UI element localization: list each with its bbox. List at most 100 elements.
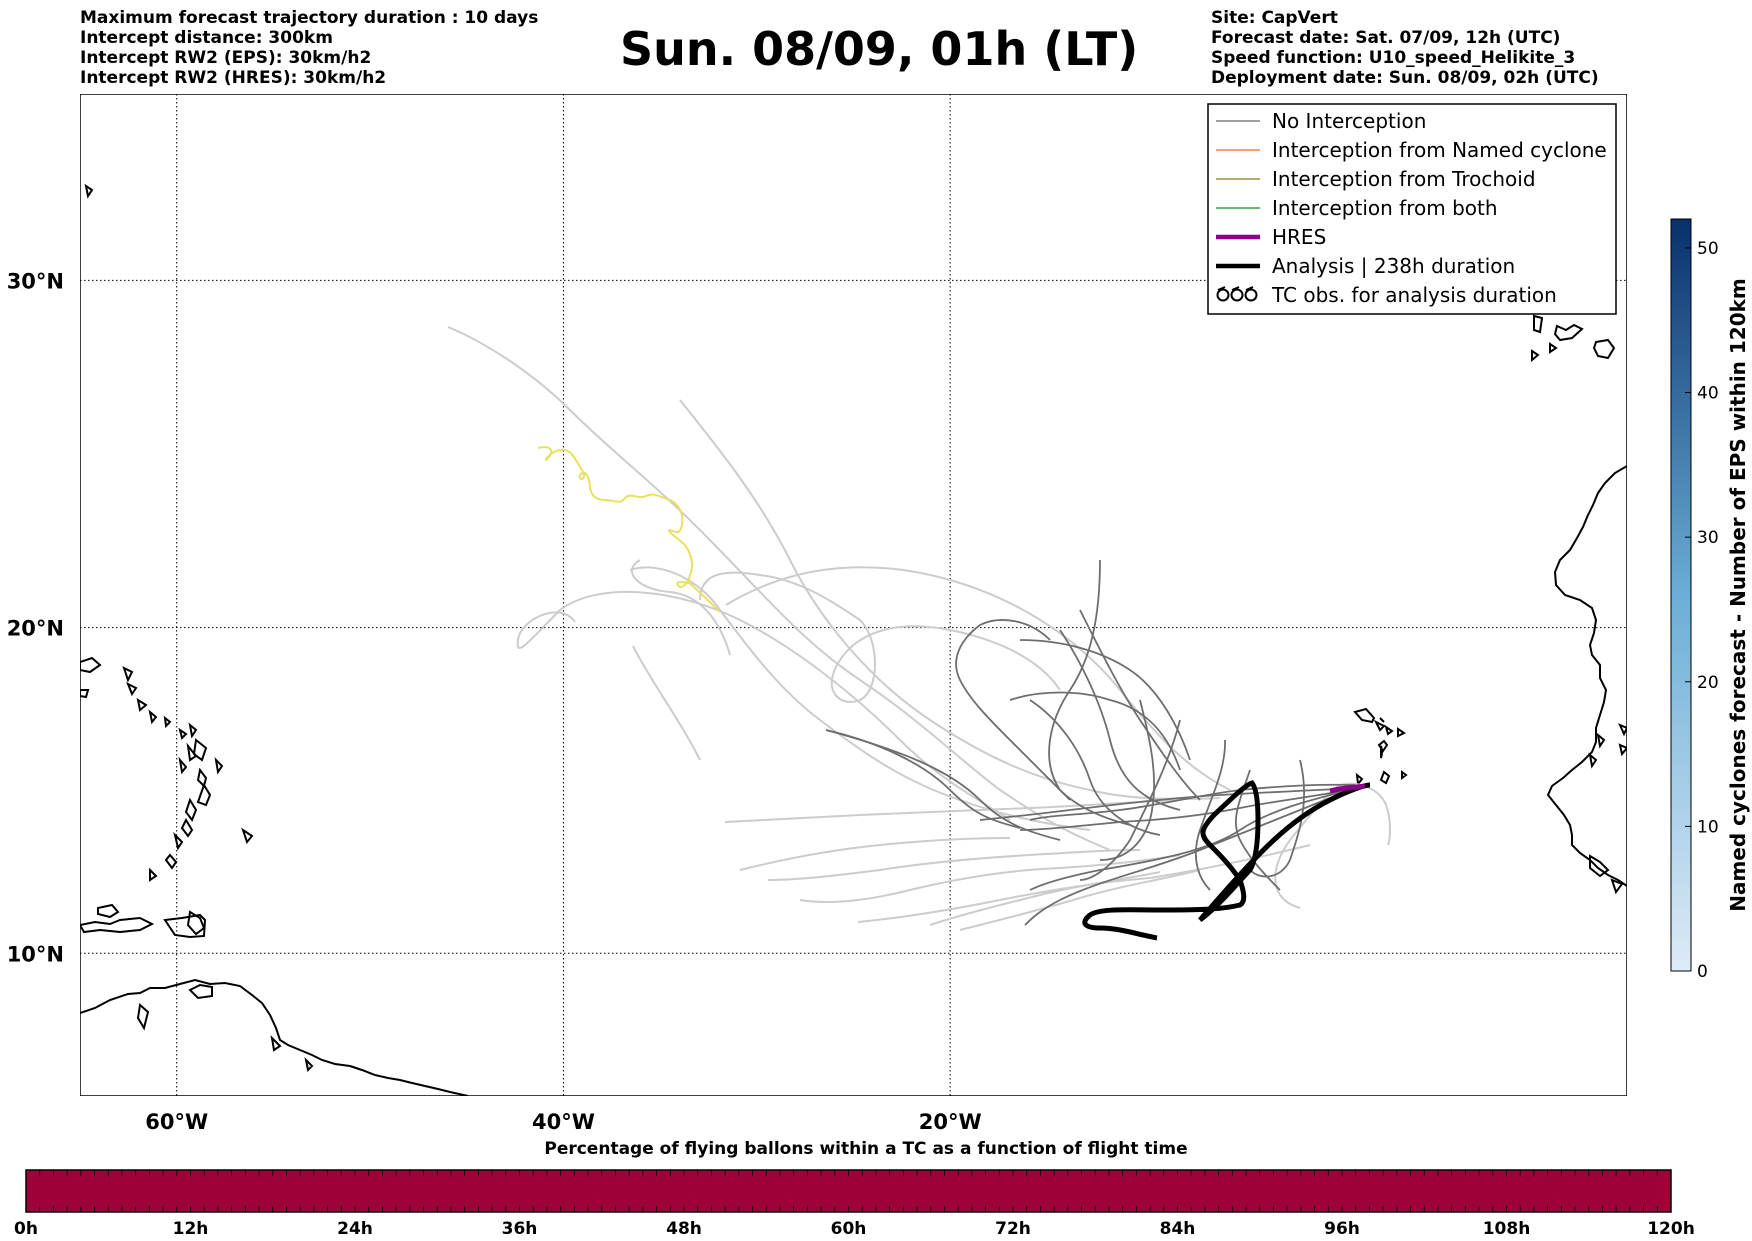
no-interception-track (1048, 559, 1131, 826)
yellow-track (537, 446, 721, 613)
no-interception-track (1099, 699, 1155, 861)
header-right-line: Deployment date: Sun. 08/09, 02h (UTC) (1211, 68, 1599, 88)
hres-track (1329, 783, 1366, 794)
eps-tick-label: 20 (1697, 673, 1719, 693)
hours-tick-label: 12h (173, 1219, 209, 1239)
hours-tick-label: 60h (831, 1219, 867, 1239)
legend-entry-label: HRES (1272, 225, 1326, 249)
coastlines (80, 183, 1627, 1096)
hours-tick-label: 24h (337, 1219, 373, 1239)
header-right-line: Speed function: U10_speed_Helikite_3 (1211, 48, 1576, 68)
light-track (1274, 782, 1391, 909)
main-title: Sun. 08/09, 01h (LT) (620, 22, 1139, 76)
no-interception-track (1235, 769, 1281, 891)
legend: No Interception Interception from Named c… (1207, 103, 1617, 315)
no-interception-track (1249, 759, 1306, 878)
light-track (516, 590, 1011, 821)
legend-box (1207, 103, 1617, 315)
no-interception-track (1019, 787, 1359, 831)
hours-tick-label: 36h (502, 1219, 538, 1239)
header-left-info: Maximum forecast trajectory duration : 1… (80, 8, 538, 88)
legend-entry-label: Analysis | 238h duration (1272, 254, 1515, 278)
lat-axis-labels: 30°N 20°N 10°N (7, 269, 64, 966)
no-interception-track (955, 619, 1071, 801)
eps-tick-label: 10 (1697, 817, 1719, 837)
lon-tick-label: 60°W (145, 1110, 208, 1134)
light-track (632, 645, 701, 761)
lat-tick-label: 20°N (7, 617, 64, 641)
no-interception-track (1019, 639, 1191, 761)
tc-obs-symbol-tail (1217, 286, 1226, 291)
legend-entry-label: No Interception (1272, 109, 1426, 133)
south-america-coastline (80, 978, 469, 1096)
lat-tick-label: 10°N (7, 942, 64, 966)
header-left-line: Intercept distance: 300km (80, 28, 333, 48)
legend-entry-label: Interception from Named cyclone (1272, 138, 1607, 162)
lon-tick-label: 20°W (919, 1110, 982, 1134)
header-left-line: Intercept RW2 (EPS): 30km/h2 (80, 48, 372, 68)
light-track (799, 854, 1181, 903)
hours-tick-label: 72h (995, 1219, 1031, 1239)
eps-colorbar-ticks: 0 10 20 30 40 50 (1685, 239, 1719, 982)
eps-tick-label: 40 (1697, 384, 1719, 404)
light-track (739, 837, 1011, 871)
light-track (959, 869, 1201, 931)
eps-colorbar: 0 10 20 30 40 50 Named cyclones forecast - Nu… (1670, 218, 1750, 982)
hours-tick-label: 0h (14, 1219, 38, 1239)
no-interception-track (979, 787, 1359, 821)
light-track (929, 871, 1161, 926)
hours-tick-label: 84h (1160, 1219, 1196, 1239)
header-right-line: Forecast date: Sat. 07/09, 12h (UTC) (1211, 28, 1561, 48)
hours-tick-label: 108h (1483, 1219, 1531, 1239)
tc-obs-symbol-icon (1216, 288, 1230, 302)
yellow-ensemble-track (537, 446, 721, 613)
no-interception-track (1195, 739, 1226, 891)
west-africa-islands-coastline (1588, 723, 1627, 895)
trinidad-coastline (188, 983, 213, 1000)
dark-gray-no-interception-tracks (825, 559, 1359, 926)
header-right-info: Site: CapVert Forecast date: Sat. 07/09,… (1211, 8, 1599, 88)
analysis-track (1082, 780, 1371, 941)
no-interception-track (1029, 783, 1356, 821)
header-left-line: Maximum forecast trajectory duration : 1… (80, 8, 539, 28)
light-track (679, 399, 1221, 801)
eps-tick-label: 50 (1697, 239, 1719, 259)
hours-colorbar-minor-ticks (39, 1170, 1658, 1212)
light-track (699, 571, 1061, 703)
hours-tick-label: 96h (1324, 1219, 1360, 1239)
header-right-line: Site: CapVert (1211, 8, 1338, 28)
light-gray-ensemble-tracks (447, 326, 1391, 931)
light-track (767, 849, 1141, 881)
no-interception-track (1009, 691, 1181, 771)
no-interception-track (1079, 719, 1181, 881)
eps-colorbar-gradient (1670, 218, 1692, 972)
tc-obs-symbol-icon (1230, 288, 1244, 302)
hours-colorbar-title: Percentage of flying ballons within a TC… (544, 1139, 1187, 1159)
hours-tick-label: 48h (666, 1219, 702, 1239)
eps-tick-label: 0 (1697, 962, 1708, 982)
tc-obs-symbol-tail (1231, 286, 1240, 291)
no-interception-track (1059, 629, 1181, 811)
hours-colorbar-bar (25, 1169, 1672, 1213)
eps-colorbar-label: Named cyclones forecast - Number of EPS … (1726, 278, 1750, 912)
cape-verde-coastline (1353, 707, 1408, 787)
light-track (631, 559, 731, 656)
tc-obs-symbol-tail (1245, 286, 1254, 291)
legend-entry-label: TC obs. for analysis duration (1271, 283, 1557, 307)
africa-coastline (1546, 465, 1627, 887)
lat-tick-label: 30°N (7, 269, 64, 293)
lon-tick-label: 40°W (532, 1110, 595, 1134)
no-interception-track (825, 729, 1061, 841)
eps-tick-label: 30 (1697, 528, 1719, 548)
hours-colorbar-ticks: 0h 12h 24h 36h 48h 60h 72h 84h 96h 108h 120h (14, 1219, 1695, 1239)
canary-islands-coastline (1531, 314, 1616, 363)
light-track (629, 566, 1091, 831)
no-interception-track (1079, 609, 1201, 801)
light-track (447, 326, 1111, 851)
no-interception-track (1029, 699, 1161, 836)
no-interception-track (1024, 789, 1351, 926)
legend-entry-label: Interception from both (1272, 196, 1498, 220)
header-left-line: Intercept RW2 (HRES): 30km/h2 (80, 68, 387, 88)
light-track (724, 799, 1181, 823)
